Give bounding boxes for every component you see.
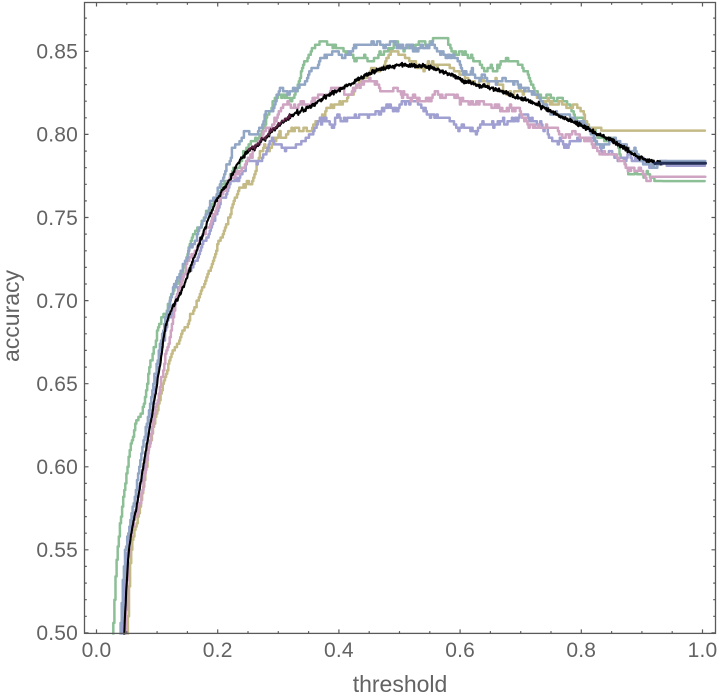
svg-text:0.6: 0.6 (445, 639, 475, 662)
svg-text:0.70: 0.70 (36, 290, 78, 313)
svg-text:1.0: 1.0 (688, 639, 718, 662)
svg-text:0.55: 0.55 (36, 539, 78, 562)
svg-text:0.80: 0.80 (36, 124, 78, 147)
svg-text:accuracy: accuracy (0, 269, 24, 362)
svg-text:0.0: 0.0 (82, 639, 112, 662)
svg-text:0.85: 0.85 (36, 41, 78, 64)
svg-text:0.4: 0.4 (324, 639, 354, 662)
svg-text:0.75: 0.75 (36, 207, 78, 230)
svg-text:threshold: threshold (353, 671, 448, 697)
svg-text:0.60: 0.60 (36, 456, 78, 479)
svg-text:0.8: 0.8 (566, 639, 596, 662)
svg-text:0.2: 0.2 (203, 639, 233, 662)
svg-text:0.65: 0.65 (36, 373, 78, 396)
svg-text:0.50: 0.50 (36, 622, 78, 645)
